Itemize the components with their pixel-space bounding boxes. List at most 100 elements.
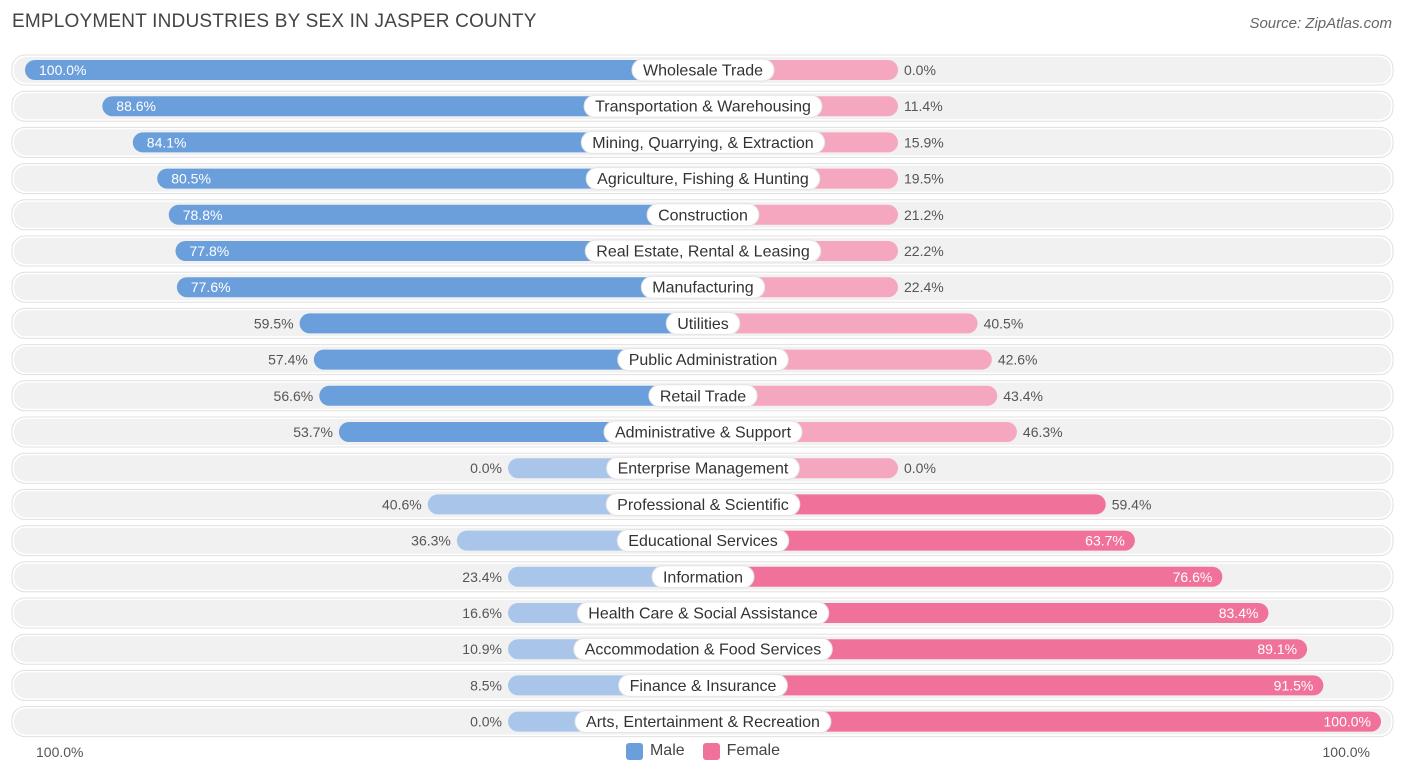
chart-row: 10.9% 89.1% Accommodation & Food Services — [11, 633, 1394, 665]
category-pill — [576, 601, 830, 625]
category-pill — [665, 311, 741, 335]
legend-item-male[interactable]: Male — [625, 742, 685, 760]
category-label: Wholesale Trade — [643, 63, 763, 80]
legend-swatch-female — [702, 742, 720, 760]
category-pill — [606, 456, 800, 480]
chart-row: 100.0% 0.0% Wholesale Trade — [11, 54, 1394, 86]
chart-row: 57.4% 42.6% Public Administration — [11, 344, 1394, 376]
bar-male — [168, 204, 704, 225]
value-label-male: 23.4% — [462, 569, 502, 585]
value-label-male: 77.8% — [190, 243, 230, 259]
category-pill — [616, 529, 790, 553]
chart-row: 36.3% 63.7% Educational Services — [11, 525, 1394, 557]
bar-male — [157, 168, 703, 189]
value-label-male: 0.0% — [470, 714, 502, 730]
value-label-female: 22.4% — [904, 279, 944, 295]
bar-female — [703, 566, 1223, 587]
legend-item-female[interactable]: Female — [702, 742, 781, 760]
category-pill — [580, 130, 826, 154]
bar-male — [313, 349, 703, 370]
category-label: Professional & Scientific — [617, 497, 789, 514]
value-label-female: 91.5% — [1274, 677, 1314, 693]
value-label-female: 43.4% — [1003, 388, 1043, 404]
chart-row: 16.6% 83.4% Health Care & Social Assistanc… — [11, 597, 1394, 629]
value-label-male: 10.9% — [462, 641, 502, 657]
value-label-male: 57.4% — [268, 352, 308, 368]
category-pill — [651, 565, 755, 589]
chart-row: 88.6% 11.4% Transportation & Warehousing — [11, 90, 1394, 122]
category-label: Information — [663, 569, 743, 586]
chart-row: 77.6% 22.4% Manufacturing — [11, 271, 1394, 303]
category-pill — [584, 239, 822, 263]
category-pill — [583, 94, 823, 118]
category-pill — [573, 637, 833, 661]
bar-female — [703, 530, 1135, 551]
category-pill — [640, 275, 766, 299]
chart-title: EMPLOYMENT INDUSTRIES BY SEX IN JASPER C… — [12, 11, 537, 32]
value-label-female: 46.3% — [1023, 424, 1063, 440]
value-label-female: 21.2% — [904, 207, 944, 223]
value-label-female: 76.6% — [1173, 569, 1213, 585]
category-label: Agriculture, Fishing & Hunting — [597, 171, 809, 188]
bar-male — [319, 385, 703, 406]
value-label-female: 63.7% — [1085, 533, 1125, 549]
category-pill — [617, 348, 789, 372]
category-pill — [603, 420, 803, 444]
value-label-female: 40.5% — [984, 315, 1024, 331]
bar-male — [175, 241, 704, 261]
category-label: Transportation & Warehousing — [595, 99, 811, 116]
bar-female — [703, 711, 1381, 732]
value-label-female: 22.2% — [904, 243, 944, 259]
bar-male — [25, 60, 703, 80]
chart-row: 59.5% 40.5% Utilities — [11, 307, 1394, 339]
value-label-male: 59.5% — [254, 315, 294, 331]
value-label-female: 89.1% — [1257, 641, 1297, 657]
chart-row: 77.8% 22.2% Real Estate, Rental & Leasing — [11, 235, 1394, 267]
category-label: Public Administration — [629, 352, 778, 369]
bar-male — [132, 132, 703, 153]
bar-female — [703, 603, 1269, 623]
value-label-male: 88.6% — [116, 98, 156, 114]
value-label-female: 0.0% — [904, 62, 936, 78]
value-label-male: 56.6% — [274, 388, 314, 404]
value-label-female: 19.5% — [904, 171, 944, 187]
category-pill — [574, 710, 832, 734]
bar-female — [703, 675, 1324, 696]
value-label-female: 15.9% — [904, 134, 944, 150]
value-label-male: 78.8% — [183, 207, 223, 223]
chart-row: 0.0% 100.0% Arts, Entertainment & Recreati… — [11, 706, 1394, 738]
category-label: Accommodation & Food Services — [585, 642, 822, 659]
value-label-female: 100.0% — [1324, 714, 1371, 730]
bar-female — [703, 313, 978, 334]
bar-female — [703, 385, 998, 406]
category-pill — [605, 492, 801, 516]
legend-label-female: Female — [726, 742, 781, 759]
category-pill — [618, 673, 788, 697]
chart-row: 0.0% 0.0% Enterprise Management — [11, 452, 1394, 484]
category-label: Arts, Entertainment & Recreation — [586, 714, 820, 731]
category-label: Manufacturing — [652, 280, 753, 297]
bar-male — [299, 313, 703, 334]
chart-row: 23.4% 76.6% Information — [11, 561, 1394, 593]
value-label-female: 42.6% — [998, 352, 1038, 368]
value-label-male: 40.6% — [382, 496, 422, 512]
category-label: Construction — [658, 207, 748, 224]
chart-row: 53.7% 46.3% Administrative & Support — [11, 416, 1394, 448]
value-label-male: 36.3% — [411, 533, 451, 549]
category-pill — [631, 58, 775, 82]
category-label: Real Estate, Rental & Leasing — [596, 244, 809, 261]
category-pill — [585, 167, 821, 191]
axis-right-label: 100.0% — [1322, 744, 1370, 760]
value-label-female: 83.4% — [1219, 605, 1259, 621]
chart-row: 84.1% 15.9% Mining, Quarrying, & Extractio… — [11, 126, 1394, 158]
category-label: Finance & Insurance — [630, 678, 777, 695]
legend: Male Female — [0, 742, 1406, 760]
legend-label-male: Male — [649, 742, 685, 759]
chart-row: 80.5% 19.5% Agriculture, Fishing & Hunting — [11, 163, 1394, 195]
category-label: Enterprise Management — [618, 461, 789, 478]
value-label-male: 53.7% — [293, 424, 333, 440]
value-label-female: 11.4% — [904, 98, 943, 114]
bar-female — [703, 639, 1308, 660]
value-label-female: 0.0% — [904, 460, 936, 476]
